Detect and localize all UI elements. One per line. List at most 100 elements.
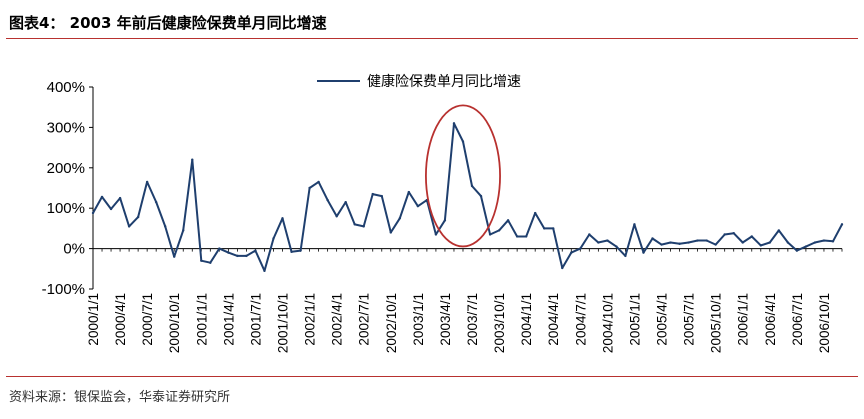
highlight-ellipse [425,104,501,248]
data-point [570,251,573,254]
data-point [398,217,402,220]
data-point [533,211,537,215]
data-point [416,204,420,208]
data-point [777,229,781,232]
x-tick-label: 2001/10/1 [276,293,291,353]
x-tick-label: 2002/7/1 [357,293,372,346]
data-point [813,241,817,244]
data-point [543,227,546,230]
data-point [786,241,790,244]
data-point [434,233,438,236]
x-tick-label: 2001/4/1 [221,293,236,346]
series-layer [91,122,844,273]
y-tick-label: 300% [47,119,85,136]
data-point [588,233,591,236]
data-point [506,219,510,222]
y-tick-label: 200% [47,160,85,177]
data-point [182,229,185,232]
annotation-layer [425,104,501,248]
data-point [552,227,555,230]
data-point [651,237,654,240]
x-tick-label: 2004/4/1 [546,293,561,346]
data-point [281,217,284,220]
top-divider [6,38,858,39]
data-point [741,241,744,244]
y-tick-label: 0% [63,241,85,258]
legend-label: 健康险保费单月同比增速 [367,73,521,90]
x-tick-label: 2000/1/1 [86,293,101,346]
data-point [840,223,844,226]
x-tick-label: 2006/1/1 [736,293,751,346]
data-point [218,247,221,250]
data-point [669,241,672,244]
data-point [263,269,266,273]
data-point [173,255,176,258]
data-point [335,215,338,218]
data-point [714,243,717,246]
data-point [308,186,311,190]
x-tick-label: 2000/7/1 [140,293,155,346]
x-tick-label: 2006/10/1 [817,293,832,353]
data-point [723,233,726,236]
data-point [272,237,275,240]
x-tick-label: 2003/1/1 [411,293,426,346]
x-tick-label: 2003/7/1 [465,293,480,346]
data-point [705,239,708,242]
data-point [154,200,158,204]
data-point [479,194,483,198]
x-axis: 2000/1/1 2000/4/1 2000/7/1 2000/10/1 2001/1/… [86,248,843,353]
data-point [524,235,528,238]
data-point [732,232,735,235]
line-chart: -100% 0% 100% 200% 300% 400% 2000/1/1 2000/4/1… [42,73,844,353]
data-point [443,219,447,222]
data-point [633,223,636,226]
y-tick-label: -100% [42,281,85,298]
data-point [470,184,474,188]
x-tick-label: 2000/4/1 [113,293,128,346]
data-point [136,215,140,219]
data-point [678,242,681,245]
data-point [326,198,329,202]
legend: 健康险保费单月同比增速 [317,73,521,90]
data-point [200,259,203,262]
x-tick-label: 2000/10/1 [167,293,182,353]
data-point [236,254,239,258]
data-point [389,231,392,234]
data-point [91,211,95,215]
data-point [100,195,104,199]
data-point [488,233,492,236]
data-point [642,251,645,254]
data-point [687,241,690,244]
x-tick-label: 2003/10/1 [492,293,507,353]
data-point [118,196,122,200]
data-point [191,158,194,161]
data-point [750,235,753,238]
data-point [209,261,212,264]
chart-title: 图表4： 2003 年前后健康险保费单月同比增速 [9,14,327,32]
x-tick-label: 2002/10/1 [384,293,399,353]
data-point [380,194,383,198]
x-tick-label: 2003/4/1 [438,293,453,346]
x-tick-label: 2005/4/1 [655,293,670,346]
x-tick-label: 2004/7/1 [573,293,588,346]
data-point [461,140,465,143]
data-point [245,254,248,258]
series-line [92,122,843,272]
x-tick-label: 2004/10/1 [600,293,615,353]
data-point [615,245,618,248]
data-point [624,254,627,258]
data-point [299,249,302,252]
data-point [561,266,564,270]
data-point [822,239,826,242]
data-point [227,251,230,254]
data-point [317,180,320,184]
data-point [804,245,808,248]
data-point [145,180,149,184]
data-point [515,235,519,238]
x-tick-label: 2005/1/1 [627,293,642,346]
bottom-divider [6,376,858,377]
x-tick-label: 2001/7/1 [248,293,263,346]
data-point [795,249,799,252]
data-point [497,229,501,232]
data-point [344,200,347,204]
